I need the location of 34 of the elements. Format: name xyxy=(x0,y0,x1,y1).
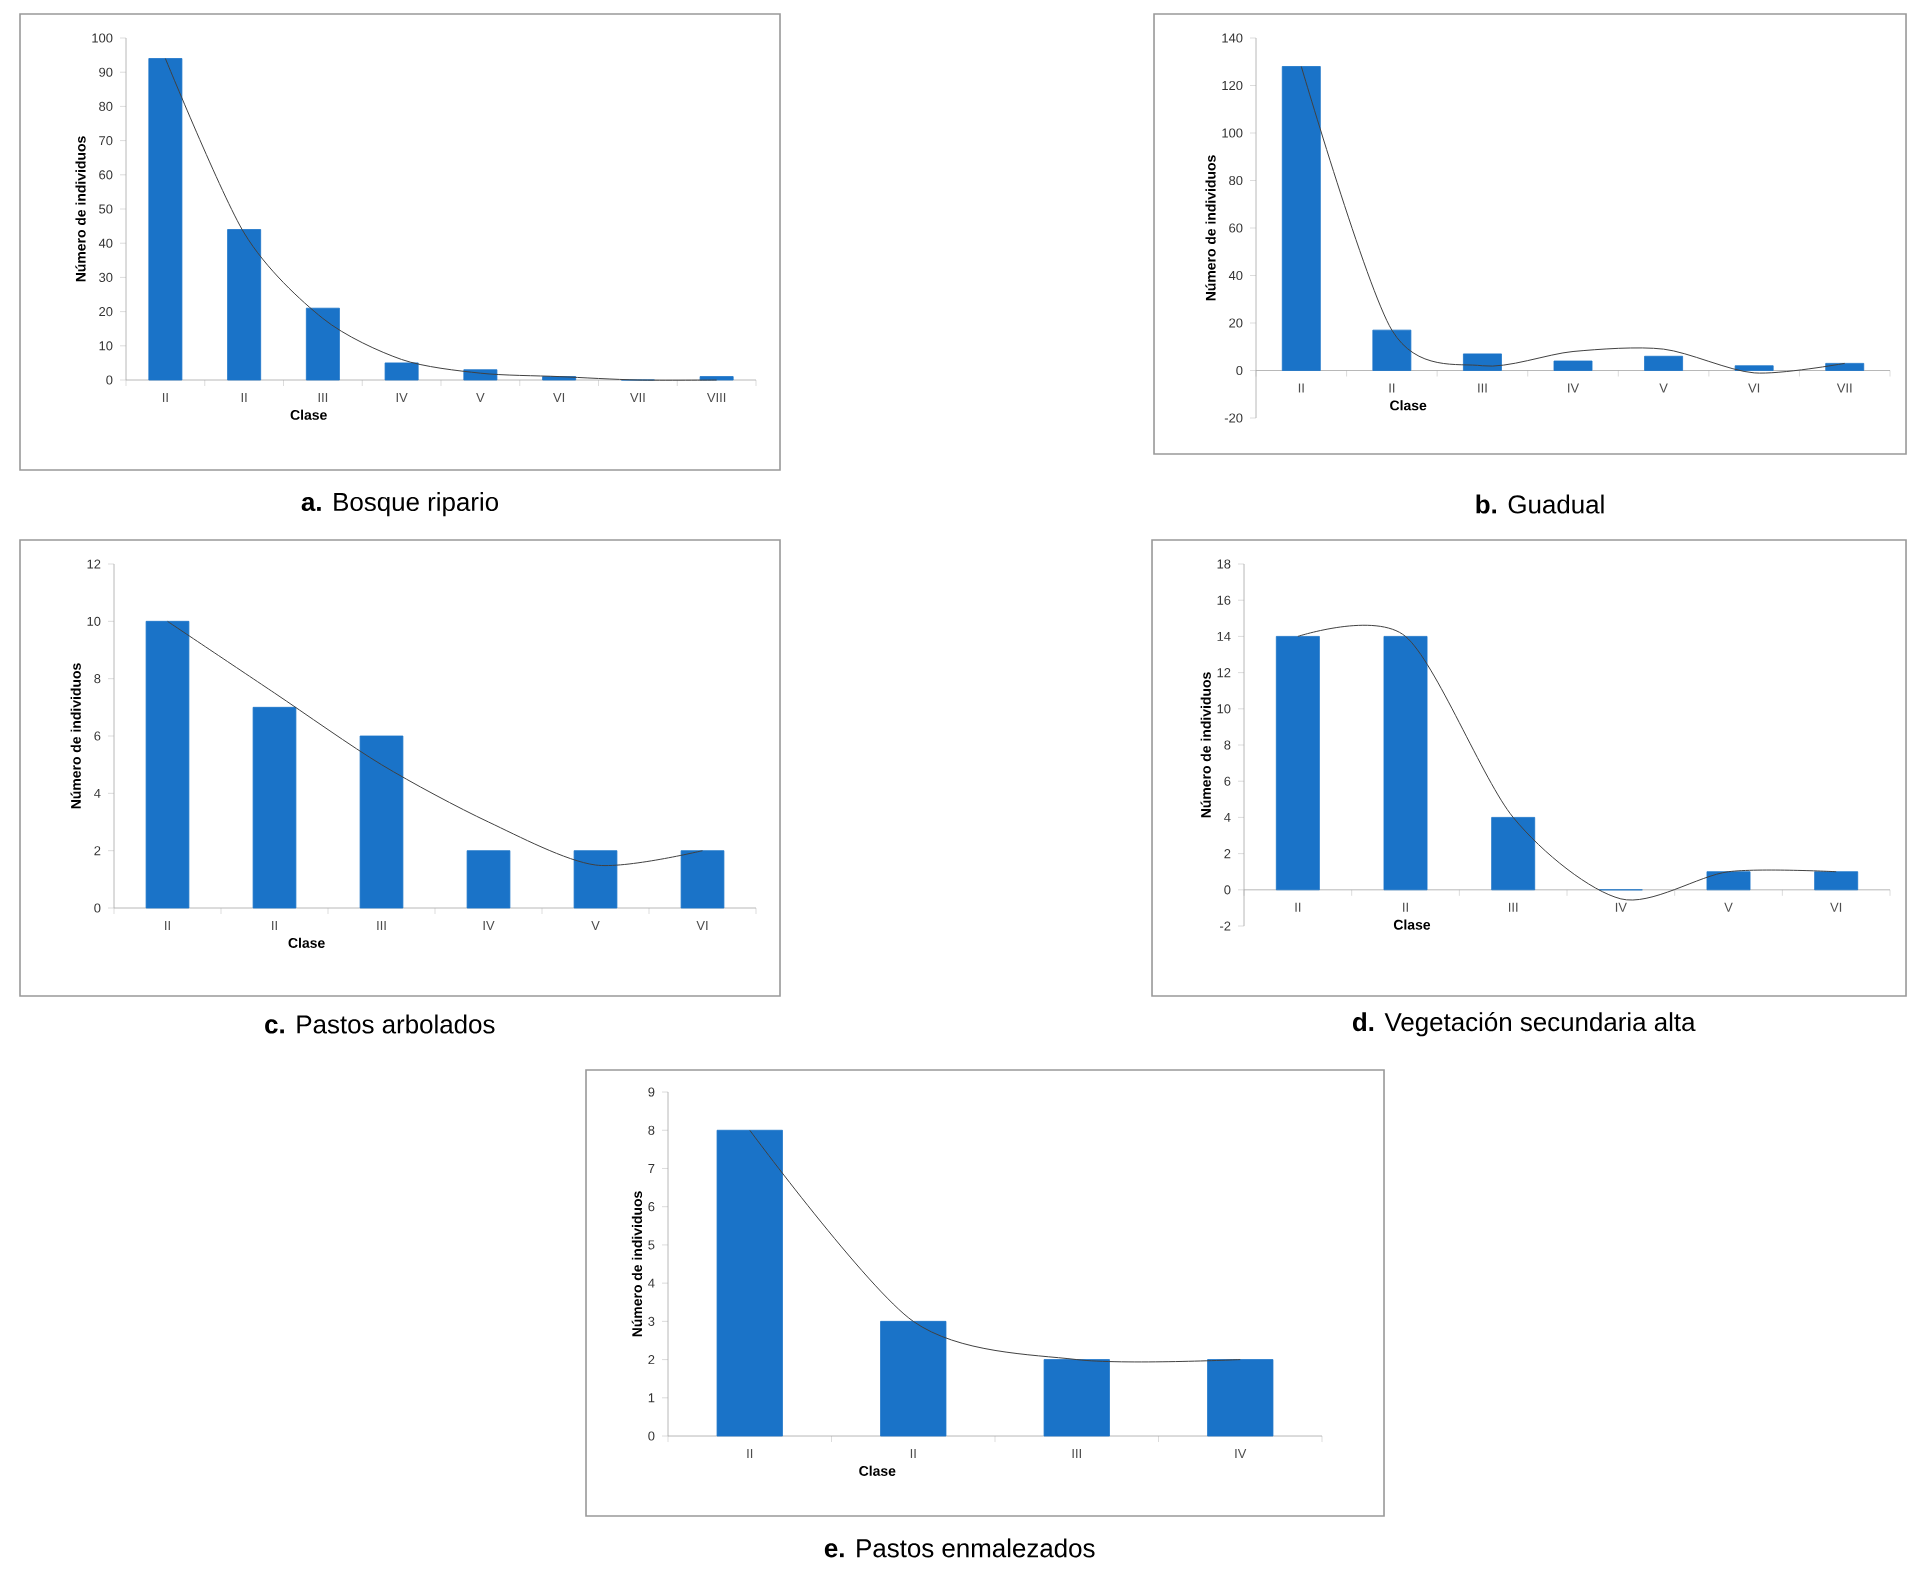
bar xyxy=(573,850,618,909)
bar xyxy=(716,1129,783,1437)
bar xyxy=(359,735,404,909)
bar xyxy=(880,1320,947,1437)
bar xyxy=(1553,360,1593,371)
bar xyxy=(227,229,262,381)
bar xyxy=(1706,871,1751,891)
bar xyxy=(1463,353,1502,371)
bar xyxy=(145,620,190,909)
bar xyxy=(1043,1359,1110,1437)
text: e. Pastos enmalezados xyxy=(824,1538,1095,1558)
bar xyxy=(305,307,340,381)
bar xyxy=(1814,871,1859,891)
text: b. Guadual xyxy=(1476,494,1604,514)
bar xyxy=(148,58,183,381)
bar xyxy=(1734,365,1774,371)
bar xyxy=(466,850,511,909)
bar xyxy=(1644,355,1683,371)
bar xyxy=(384,362,419,381)
bar xyxy=(1825,362,1865,371)
bar xyxy=(1383,636,1428,891)
bar xyxy=(1491,817,1536,891)
bar xyxy=(1207,1359,1274,1437)
text: c. Pastos arbolados xyxy=(265,1014,495,1034)
text: d. Vegetación secundaria alta xyxy=(1352,1011,1696,1037)
bar xyxy=(1275,636,1320,891)
bar xyxy=(1372,329,1412,371)
line-series xyxy=(1300,66,1846,374)
text: a. Bosque ripario xyxy=(301,492,499,517)
bar xyxy=(252,706,297,909)
line-series xyxy=(164,58,718,381)
bar xyxy=(1281,66,1321,371)
bar xyxy=(680,850,725,909)
line-series xyxy=(167,620,703,866)
